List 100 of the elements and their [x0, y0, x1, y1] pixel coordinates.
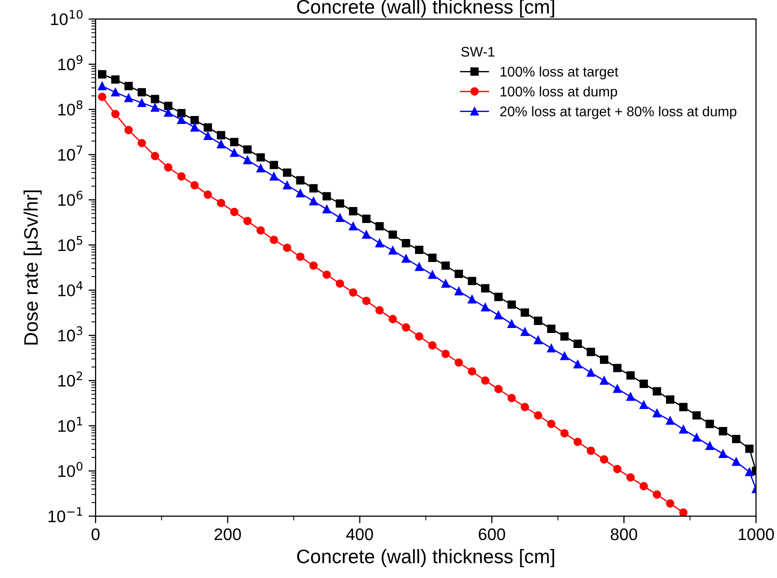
point — [204, 132, 212, 140]
point — [388, 246, 397, 255]
point — [613, 364, 622, 372]
point — [388, 230, 397, 239]
point — [679, 402, 688, 412]
legend-label: 100% loss at target — [500, 66, 618, 80]
point — [586, 348, 596, 356]
point — [666, 395, 674, 404]
point — [732, 434, 740, 444]
point — [336, 199, 344, 208]
point — [309, 197, 318, 206]
point — [98, 70, 106, 78]
point — [204, 190, 212, 199]
point — [177, 108, 186, 118]
point — [362, 214, 371, 223]
point — [375, 222, 384, 230]
point — [243, 156, 252, 164]
legend-title: SW-1 — [461, 46, 494, 57]
point — [574, 340, 582, 348]
point — [124, 126, 133, 134]
x-tick-label: 400 — [346, 528, 374, 540]
x-tick-label: 800 — [610, 528, 638, 540]
point — [270, 236, 278, 244]
point — [574, 360, 582, 368]
point — [402, 254, 410, 263]
point — [402, 238, 410, 248]
point — [574, 438, 582, 446]
y-tick-label: 10$^{−1}$ — [48, 507, 82, 522]
x-axis-title: Concrete (wall) thickness [cm] — [297, 549, 554, 568]
point — [679, 508, 688, 516]
point — [560, 429, 569, 438]
point — [309, 261, 318, 270]
point — [111, 88, 120, 96]
point — [282, 168, 292, 177]
point — [336, 279, 344, 288]
y-tick-label: 10$^{2}$ — [58, 371, 82, 387]
point — [745, 444, 754, 453]
point — [454, 270, 463, 278]
point — [534, 336, 542, 344]
point — [348, 222, 358, 230]
point — [243, 145, 252, 154]
point — [600, 356, 608, 364]
y-tick-label: 10$^{0}$ — [58, 462, 82, 478]
point — [481, 303, 490, 312]
point — [428, 254, 437, 262]
point — [600, 376, 608, 385]
point — [494, 311, 503, 320]
point — [481, 284, 490, 293]
point — [718, 450, 728, 458]
point — [111, 110, 120, 118]
point — [256, 164, 265, 172]
point — [124, 82, 133, 90]
point — [402, 323, 410, 332]
point — [150, 103, 160, 112]
point — [652, 409, 662, 418]
point — [348, 288, 358, 297]
point — [507, 300, 516, 309]
point — [586, 446, 596, 455]
point — [666, 416, 674, 425]
point — [150, 152, 160, 160]
y-tick-label: 10$^{6}$ — [58, 190, 82, 206]
point — [375, 306, 384, 314]
point — [375, 238, 384, 248]
point — [507, 394, 516, 402]
point — [296, 176, 304, 185]
point — [732, 458, 740, 466]
point — [256, 226, 265, 235]
point — [586, 368, 596, 377]
point — [520, 308, 530, 317]
point — [336, 214, 344, 222]
point — [243, 216, 252, 226]
x-tick-label: 600 — [478, 528, 506, 540]
point — [164, 102, 172, 110]
point — [745, 468, 754, 476]
point — [190, 123, 199, 132]
point — [626, 371, 635, 380]
point — [124, 94, 133, 102]
point — [652, 490, 662, 499]
point — [613, 464, 622, 474]
point — [494, 292, 503, 302]
point — [468, 295, 476, 304]
point — [679, 425, 688, 434]
point — [177, 116, 186, 124]
point — [150, 94, 160, 104]
y-tick-label: 10$^{1}$ — [58, 416, 82, 432]
point — [534, 411, 542, 420]
legend-label: 20% loss at target + 80% loss at dump — [500, 106, 736, 120]
point — [520, 328, 530, 336]
point — [348, 207, 358, 216]
point — [520, 402, 530, 412]
point — [256, 153, 265, 162]
point — [692, 411, 701, 420]
point — [441, 350, 450, 358]
point — [415, 246, 424, 254]
y-tick-label: 10$^{9}$ — [58, 55, 82, 70]
point — [322, 192, 331, 200]
y-tick-label: 10$^{7}$ — [58, 146, 82, 161]
point — [204, 123, 212, 132]
point — [98, 82, 106, 90]
point — [441, 261, 450, 270]
